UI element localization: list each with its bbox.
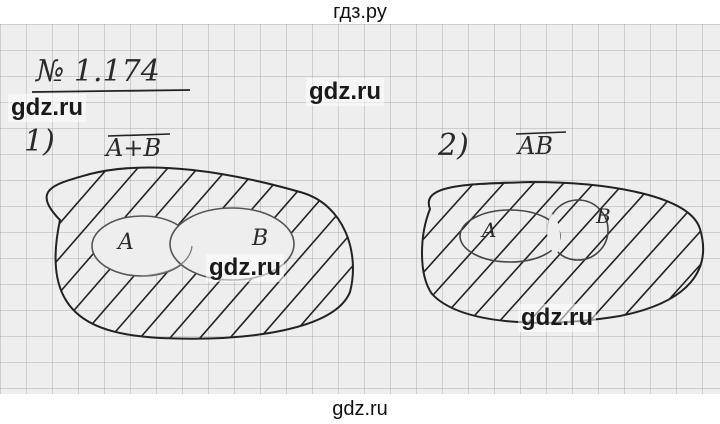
part1-universal-set [45,166,354,340]
watermark: gdz.ru [8,94,86,122]
notebook-page: № 1.174 1) A+B A B 2) AB A B gdz.ru gdz.… [0,24,720,394]
part2-set-a [459,209,561,263]
part2-intersection [547,214,561,256]
watermark: gdz.ru [206,254,284,282]
site-title: гдз.ру [333,1,387,23]
footer-watermark: gdz.ru [332,398,388,420]
part1-label: 1) [24,124,55,159]
part1-expression: A+B [106,134,162,162]
solution-drawing [31,89,705,340]
part1-overline [107,133,171,137]
site-footer: gdz.ru [0,394,720,424]
site-header: гдз.ру [0,0,720,24]
part2-universal-set [421,180,705,324]
part2-label: 2) [438,128,469,163]
part1-set-a-label: A [118,230,134,255]
part2-expression: AB [518,132,553,160]
watermark: gdz.ru [306,78,384,106]
part2-set-b-label: B [596,204,611,228]
watermark: gdz.ru [518,304,596,332]
part2-overline [515,131,567,135]
part1-venn-diagram [45,166,354,340]
problem-number: № 1.174 [36,54,160,89]
part1-set-b-label: B [252,226,269,251]
part2-set-a-label: A [482,218,497,242]
number-underline [31,89,191,93]
part2-venn-diagram [421,180,705,324]
